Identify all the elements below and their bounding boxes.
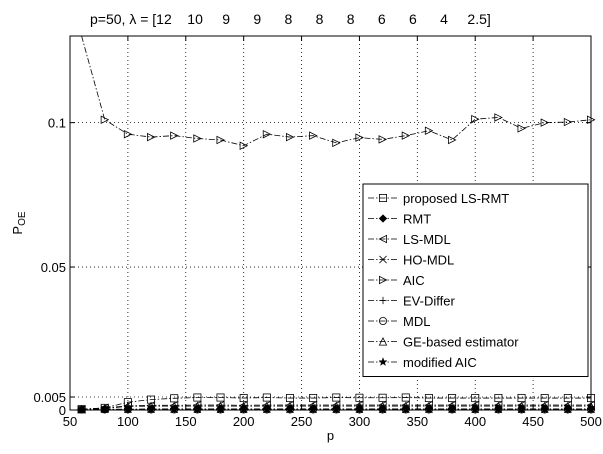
legend-label: EV-Differ	[403, 294, 455, 309]
y-axis-label-subscript: OE	[17, 211, 28, 226]
series-group	[82, 36, 595, 149]
y-tick-label: 0.1	[48, 116, 66, 131]
legend-label: MDL	[403, 314, 430, 329]
legend-label: modified AIC	[403, 355, 477, 370]
x-tick-label: 400	[464, 414, 486, 429]
x-tick-label: 450	[522, 414, 544, 429]
x-tick-label: 100	[117, 414, 139, 429]
y-axis-label: POE	[10, 211, 28, 234]
data-point	[425, 127, 432, 134]
y-tick-label: 0.005	[33, 390, 66, 405]
legend-label: proposed LS-RMT	[403, 191, 509, 206]
legend-label: RMT	[403, 212, 431, 227]
x-tick-label: 150	[175, 414, 197, 429]
data-point	[402, 132, 409, 139]
legend-label: LS-MDL	[403, 232, 451, 247]
chart-title: p=50, λ = [12 10 9 9 8 8 8 6 6 4 2.5]	[90, 11, 491, 27]
y-tick-label: 0	[59, 403, 66, 418]
legend: proposed LS-RMT RMT LS-MDL HO-MDL AIC EV-Diff…	[363, 184, 588, 377]
legend-label: HO-MDL	[403, 253, 454, 268]
x-tick-label: 350	[406, 414, 428, 429]
x-tick-label: 300	[349, 414, 371, 429]
legend-label: AIC	[403, 273, 425, 288]
legend-label: GE-based estimator	[403, 335, 519, 350]
x-axis-label: p	[327, 428, 334, 443]
y-axis-label-main: P	[10, 226, 25, 235]
series-line	[82, 36, 591, 146]
x-tick-label: 200	[233, 414, 255, 429]
x-tick-label: 500	[580, 414, 602, 429]
x-tick-label: 250	[291, 414, 313, 429]
y-tick-label: 0.05	[41, 260, 66, 275]
